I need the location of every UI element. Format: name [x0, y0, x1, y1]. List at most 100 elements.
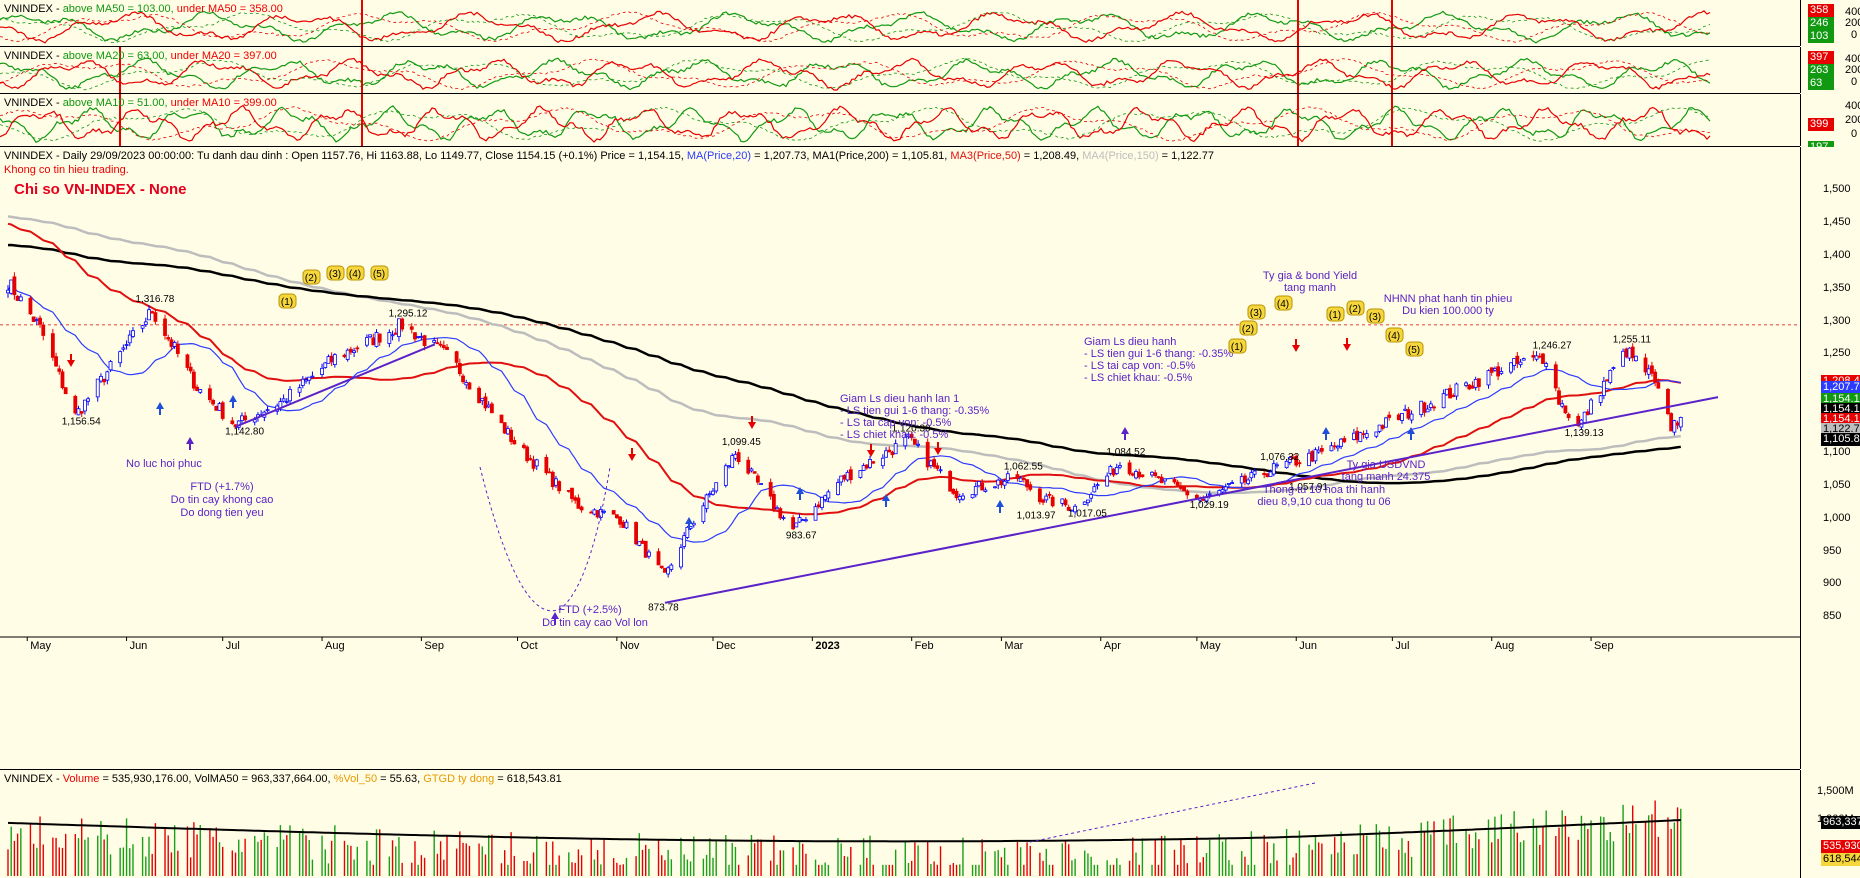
- candle-body: [1467, 384, 1472, 390]
- annotation-arrow: [186, 437, 194, 450]
- candle-body: [704, 494, 709, 509]
- candle-body: [1313, 449, 1318, 462]
- candle-body: [1066, 506, 1071, 511]
- price-axis: 1,5001,4501,4001,3501,3001,2501,2001,150…: [1800, 147, 1860, 769]
- candle-body: [755, 475, 760, 483]
- candle-body: [579, 506, 584, 511]
- candle-body: [348, 348, 353, 353]
- candle-body: [1060, 498, 1065, 504]
- candle-body: [1041, 499, 1045, 503]
- sell-arrow: [67, 354, 75, 367]
- candle-body: [1611, 367, 1616, 369]
- candle-body: [871, 461, 876, 464]
- candle-body: [220, 402, 225, 419]
- candle-body: [195, 386, 199, 391]
- wave-badge: [370, 265, 389, 281]
- candle-body: [365, 337, 369, 346]
- candle-body: [816, 504, 821, 508]
- tick: 0: [1851, 128, 1858, 140]
- candle-body: [1563, 405, 1568, 414]
- candle-body: [191, 371, 196, 389]
- candle-body: [912, 438, 917, 445]
- x-tick-label: Jun: [130, 640, 148, 652]
- candle-body: [15, 295, 20, 301]
- candle-body: [973, 486, 978, 496]
- tick: 0: [1851, 29, 1858, 41]
- candle-body: [1454, 383, 1459, 397]
- buy-arrow: [882, 494, 890, 507]
- candle-body: [800, 519, 805, 522]
- candle-body: [977, 481, 981, 487]
- wave-badge: [302, 269, 321, 285]
- candle-body: [1130, 473, 1135, 476]
- wave-badge: [1228, 338, 1247, 354]
- price-tick: 1,050: [1823, 478, 1851, 491]
- candle-body: [288, 388, 292, 402]
- candle-body: [864, 464, 869, 469]
- wave-badge: [1405, 341, 1424, 357]
- candle-body: [1470, 385, 1475, 389]
- annotation-giam2: - LS tai cap von: -0.5%: [1084, 360, 1195, 372]
- candle-body: [1534, 355, 1539, 360]
- value-label: 1,295.12: [389, 308, 428, 319]
- candle-body: [371, 337, 376, 346]
- candle-body: [1063, 499, 1068, 506]
- candle-body: [41, 324, 46, 336]
- candle-body: [108, 361, 113, 371]
- candle-body: [409, 326, 414, 330]
- candle-body: [794, 522, 799, 528]
- price-tick: 1,400: [1823, 248, 1851, 261]
- candle-body: [63, 387, 68, 395]
- candle-body: [1352, 432, 1356, 440]
- candle-body: [1553, 364, 1558, 389]
- candle-body: [499, 414, 504, 424]
- annotation-giam1: Giam Ls dieu hanh lan 1: [840, 393, 959, 405]
- candle-body: [634, 522, 638, 545]
- x-tick-label: Nov: [620, 640, 640, 652]
- candle-body: [1207, 493, 1212, 496]
- candle-body: [893, 443, 898, 455]
- candle-body: [73, 395, 78, 414]
- wave-badge: [1346, 300, 1365, 316]
- candle-body: [445, 346, 449, 350]
- annotation-giam2: Giam Ls dieu hanh: [1084, 336, 1176, 348]
- candle-body: [909, 434, 914, 439]
- wave-label: (1): [281, 297, 293, 308]
- value-label: 1,156.54: [62, 417, 101, 428]
- candle-body: [352, 350, 356, 353]
- candle-body: [1646, 368, 1651, 375]
- candle-body: [1172, 479, 1177, 483]
- candle-body: [820, 496, 824, 508]
- candle-body: [172, 342, 177, 347]
- candle-body: [768, 482, 773, 497]
- annotation-arrow: [1121, 427, 1129, 440]
- candle-body: [1489, 367, 1494, 373]
- candle-body: [614, 514, 619, 519]
- volume-chart: [7, 782, 1682, 876]
- trendline-2022: [235, 343, 435, 428]
- tick: 0: [1851, 76, 1858, 88]
- breadth-panel-ma10: VNINDEX - above MA10 = 51.00, under MA10…: [0, 94, 1800, 147]
- candle-body: [836, 482, 840, 495]
- candle-body: [531, 459, 536, 469]
- candle-body: [1605, 379, 1609, 382]
- candle-body: [868, 459, 872, 468]
- candle-body: [1601, 380, 1606, 396]
- candle-body: [1047, 493, 1052, 496]
- price-tick: 950: [1823, 544, 1842, 557]
- candle-body: [419, 336, 424, 338]
- candle-body: [506, 428, 510, 435]
- candle-body: [1518, 361, 1523, 366]
- candle-body: [813, 506, 818, 521]
- candle-body: [1493, 368, 1497, 371]
- price-tag: 1,154.15: [1821, 413, 1860, 427]
- candle-body: [1028, 484, 1033, 490]
- tick: 400: [1845, 100, 1860, 112]
- value-label: 873.78: [648, 603, 679, 614]
- candle-body: [76, 408, 81, 416]
- ma20-line: [7, 284, 1681, 543]
- candle-body: [400, 318, 405, 330]
- candle-body: [281, 398, 286, 402]
- candle-body: [771, 494, 776, 510]
